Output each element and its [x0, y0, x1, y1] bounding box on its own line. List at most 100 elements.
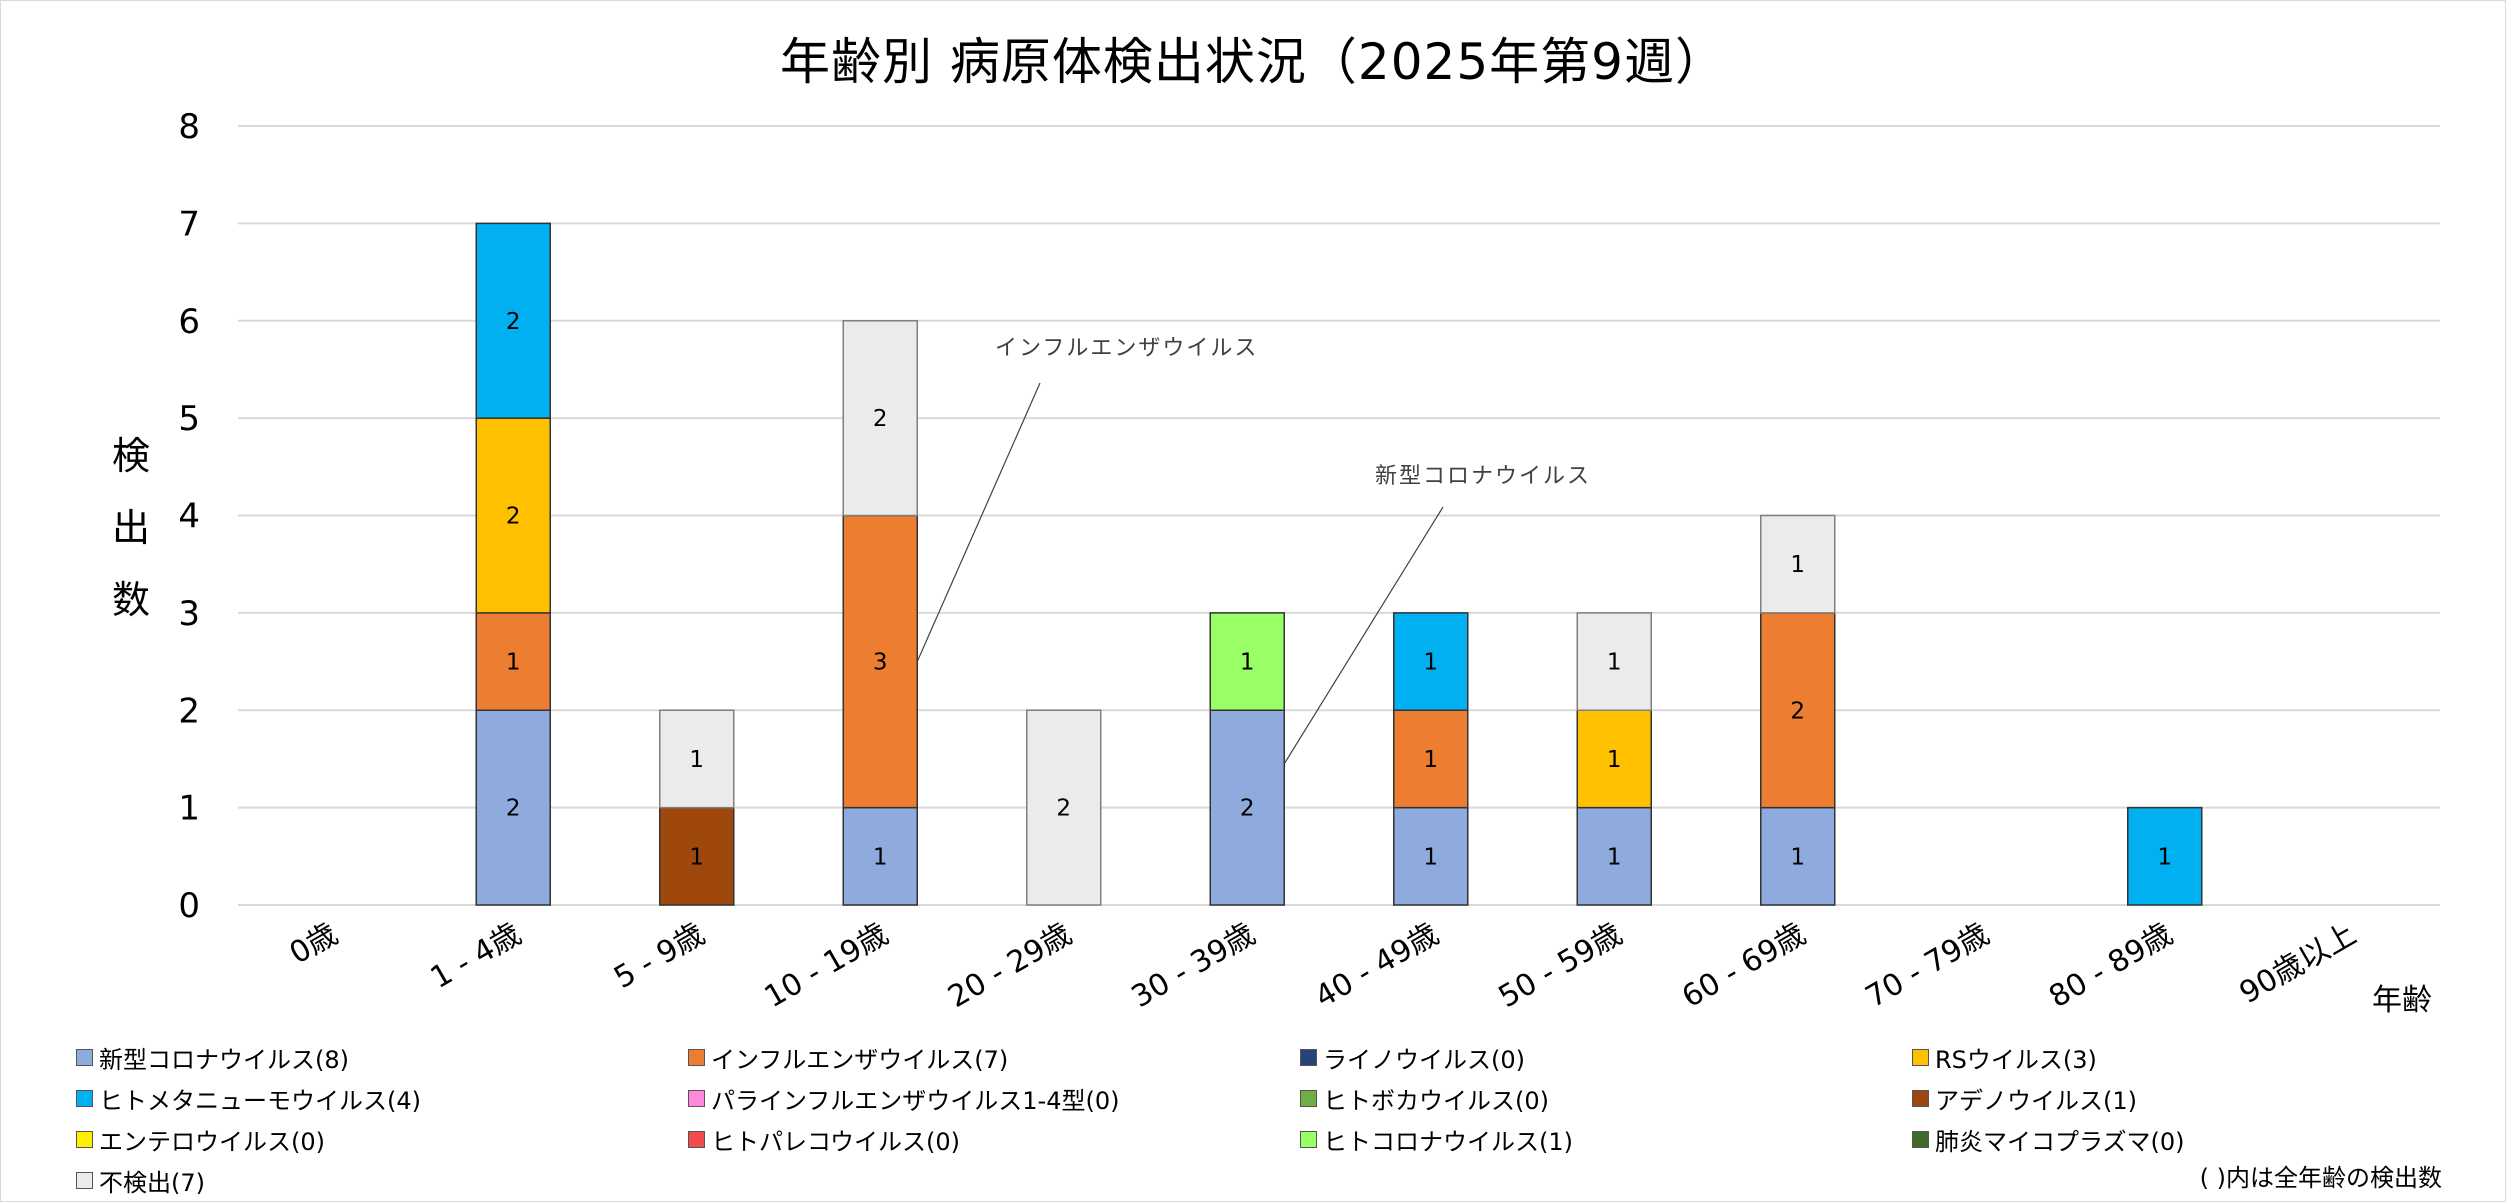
x-tick-label: 90歳以上	[2234, 917, 2363, 1011]
y-tick-label: 5	[178, 399, 200, 439]
bar-segment	[842, 320, 918, 517]
data-label: 2	[1056, 796, 1071, 822]
bar-segment	[475, 222, 551, 419]
data-label: 3	[873, 650, 888, 676]
x-tick-label: 70 - 79歳	[1860, 917, 1995, 1015]
data-label: 2	[506, 504, 521, 530]
bar-segment	[1393, 709, 1469, 809]
y-tick-label: 4	[178, 497, 200, 537]
legend-item: 不検出(7)	[76, 1163, 205, 1198]
y-tick-label: 7	[178, 204, 200, 244]
x-tick-label: 30 - 39歳	[1126, 917, 1261, 1015]
bar-segment	[1760, 806, 1836, 906]
chart-title: 年齢別 病原体検出状況（2025年第9週）	[780, 33, 1726, 91]
bar-segment	[1393, 612, 1469, 711]
legend-swatch	[1912, 1090, 1929, 1107]
legend-label: RSウイルス(3)	[1935, 1046, 2097, 1074]
legend-item: ヒトパレコウイルス(0)	[688, 1122, 960, 1157]
data-label: 1	[2157, 844, 2172, 870]
legend-item: ヒトメタニューモウイルス(4)	[76, 1081, 421, 1116]
legend-swatch	[688, 1090, 705, 1107]
annotation-label: 新型コロナウイルス	[1375, 464, 1591, 489]
y-axis-title-char: 出	[111, 506, 150, 550]
y-tick-label: 3	[178, 594, 200, 634]
legend-label: 新型コロナウイルス(8)	[99, 1046, 349, 1074]
legend-label: アデノウイルス(1)	[1935, 1087, 2137, 1115]
x-tick-label: 10 - 19歳	[759, 917, 894, 1015]
legend-swatch	[1912, 1131, 1929, 1148]
legend-label: エンテロウイルス(0)	[99, 1128, 325, 1156]
y-tick-label: 8	[178, 107, 200, 147]
legend-item: エンテロウイルス(0)	[76, 1122, 325, 1157]
bar-segment	[1393, 806, 1469, 906]
legend-swatch	[76, 1090, 93, 1107]
y-tick-label: 2	[178, 691, 200, 731]
annotation-leader-line	[1283, 506, 1444, 765]
x-axis-title: 年齢	[2372, 983, 2432, 1018]
bar-segment	[1576, 806, 1652, 906]
data-label: 2	[1790, 698, 1805, 724]
y-tick-label: 0	[178, 886, 200, 926]
bar-segment	[1760, 514, 1836, 614]
legend-swatch	[688, 1131, 705, 1148]
x-tick-label: 20 - 29歳	[942, 917, 1077, 1015]
data-label: 1	[689, 844, 704, 870]
legend-item: インフルエンザウイルス(7)	[688, 1040, 1008, 1075]
data-label: 2	[506, 309, 521, 335]
legend-label: インフルエンザウイルス(7)	[711, 1046, 1009, 1074]
annotation-leader-line	[916, 382, 1041, 662]
bar-segment	[475, 417, 551, 614]
bar-segment	[1026, 709, 1102, 906]
legend-swatch	[1300, 1131, 1317, 1148]
data-label: 1	[1423, 650, 1438, 676]
legend-swatch	[1300, 1090, 1317, 1107]
bar-segment	[659, 709, 735, 809]
x-tick-label: 0歳	[284, 917, 344, 972]
data-label: 1	[689, 747, 704, 773]
legend-label: ヒトパレコウイルス(0)	[711, 1128, 961, 1156]
data-label: 1	[1423, 844, 1438, 870]
data-label: 1	[1423, 747, 1438, 773]
data-label: 1	[1790, 844, 1805, 870]
data-label: 1	[1607, 747, 1622, 773]
legend-item: 肺炎マイコプラズマ(0)	[1912, 1122, 2185, 1157]
bar-segment	[2127, 806, 2203, 906]
legend-label: ヒトボカウイルス(0)	[1323, 1087, 1549, 1115]
x-tick-label: 80 - 89歳	[2043, 917, 2178, 1015]
legend-item: 新型コロナウイルス(8)	[76, 1040, 349, 1075]
bar-segment	[1760, 612, 1836, 809]
legend-item: ライノウイルス(0)	[1300, 1040, 1525, 1075]
legend-note: ( )内は全年齢の検出数	[2199, 1164, 2442, 1192]
legend-label: ヒトコロナウイルス(1)	[1323, 1128, 1573, 1156]
legend-item: パラインフルエンザウイルス1-4型(0)	[688, 1081, 1119, 1116]
data-label: 2	[506, 796, 521, 822]
legend-label: ヒトメタニューモウイルス(4)	[99, 1087, 421, 1115]
y-tick-label: 1	[178, 789, 200, 829]
bar-segment	[1209, 612, 1285, 711]
legend-swatch	[76, 1172, 93, 1189]
legend-label: 肺炎マイコプラズマ(0)	[1935, 1128, 2185, 1156]
x-tick-label: 50 - 59歳	[1493, 917, 1628, 1015]
legend-swatch	[76, 1131, 93, 1148]
data-label: 1	[873, 844, 888, 870]
bar-segment	[1209, 709, 1285, 906]
y-axis-title: 検出数	[106, 420, 156, 636]
data-label: 1	[1607, 844, 1622, 870]
x-tick-label: 1 - 4歳	[425, 917, 527, 996]
legend-item: ヒトコロナウイルス(1)	[1300, 1122, 1573, 1157]
legend-swatch	[1300, 1049, 1317, 1066]
bar-segment	[1576, 709, 1652, 809]
data-label: 2	[873, 406, 888, 432]
legend-swatch	[76, 1049, 93, 1066]
y-tick-label: 6	[178, 302, 200, 342]
x-tick-label: 60 - 69歳	[1676, 917, 1811, 1015]
legend-swatch	[688, 1049, 705, 1066]
data-label: 1	[1790, 552, 1805, 578]
x-tick-label: 40 - 49歳	[1309, 917, 1444, 1015]
legend-item: アデノウイルス(1)	[1912, 1081, 2137, 1116]
legend-label: パラインフルエンザウイルス1-4型(0)	[711, 1087, 1120, 1115]
bar-segment	[659, 806, 735, 906]
data-label: 1	[1240, 650, 1255, 676]
bar-segment	[1576, 612, 1652, 711]
legend-label: 不検出(7)	[99, 1169, 205, 1197]
